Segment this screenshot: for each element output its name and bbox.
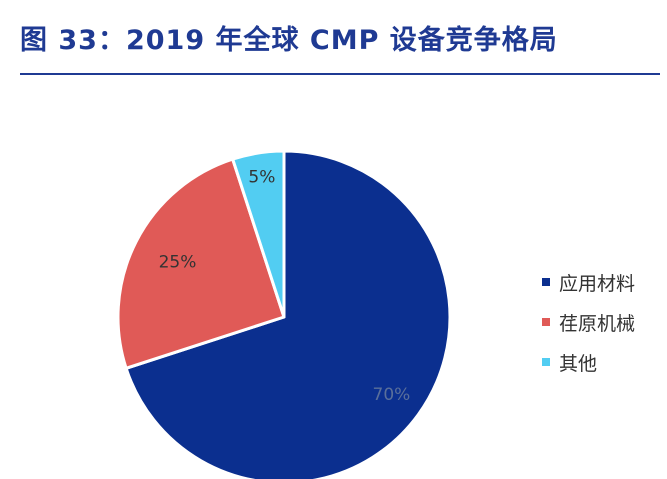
- legend-item-ebara: 荏原机械: [542, 302, 635, 342]
- legend-item-others: 其他: [542, 342, 635, 382]
- pie-slice-ebara: [116, 157, 286, 370]
- pie-label-ebara: 25%: [159, 253, 197, 273]
- legend-label-ebara: 荏原机械: [559, 312, 636, 335]
- pie-slice-applied-materials: [124, 149, 452, 479]
- legend-label-others: 其他: [559, 352, 598, 375]
- pie-label-others: 5%: [248, 168, 275, 188]
- legend-swatch-applied-materials: [542, 278, 550, 286]
- legend-item-applied-materials: 应用材料: [542, 262, 635, 302]
- legend-label-applied-materials: 应用材料: [559, 272, 636, 295]
- legend-swatch-ebara: [542, 318, 550, 326]
- pie-label-applied-materials: 70%: [373, 385, 411, 405]
- legend-swatch-others: [542, 358, 550, 366]
- pie-slice-others: [231, 149, 286, 319]
- title-divider: [20, 73, 660, 75]
- chart-legend: 应用材料 荏原机械 其他: [542, 262, 635, 382]
- figure-title: 图 33：2019 年全球 CMP 设备竞争格局: [20, 25, 558, 56]
